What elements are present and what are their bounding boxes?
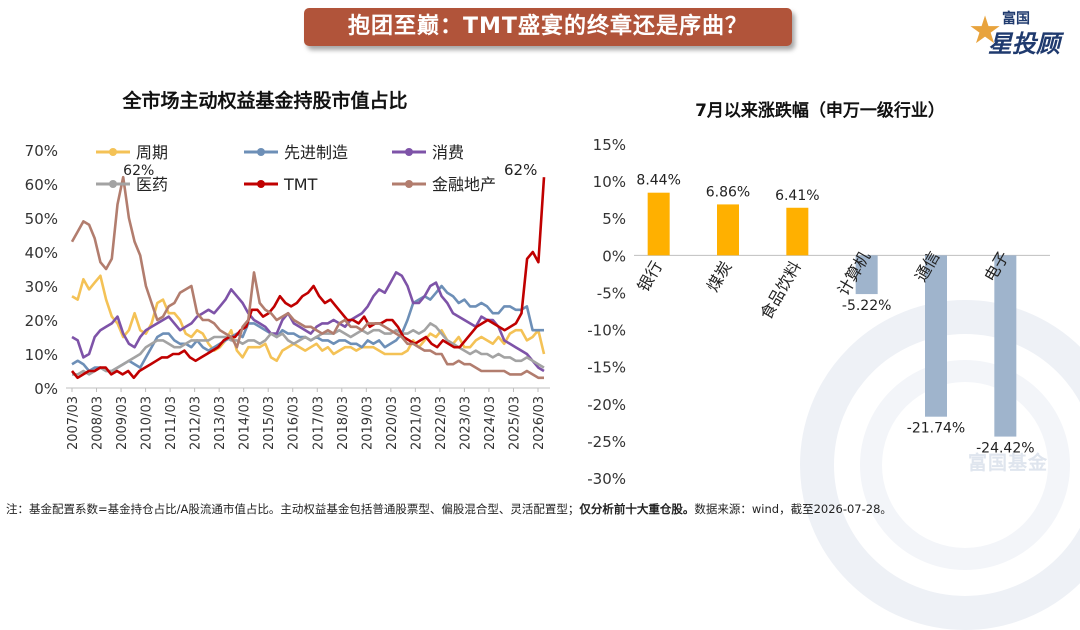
value-label: 6.41%	[775, 188, 819, 204]
legend-label: 先进制造	[284, 143, 348, 162]
x-tick-label: 2013/03	[213, 396, 228, 450]
x-tick-label: 2026/03	[532, 396, 547, 450]
legend-marker	[405, 180, 413, 188]
x-tick-label: 2008/03	[91, 396, 106, 450]
y-tick-label: 60%	[25, 176, 58, 194]
annotation-tmt-peak: 62%	[504, 161, 537, 179]
bar-煤炭	[717, 204, 739, 256]
x-tick-label: 2016/03	[287, 396, 302, 450]
y-tick-label: 20%	[25, 312, 58, 330]
y-tick-label: 0%	[602, 247, 626, 265]
x-tick-label: 2019/03	[360, 396, 375, 450]
legend-marker	[405, 148, 413, 156]
page-title: 抱团至巅：TMT盛宴的终章还是序曲？	[304, 8, 792, 46]
y-tick-label: 0%	[34, 380, 58, 398]
series-line-周期	[71, 274, 546, 363]
right-chart-title: 7月以来涨跌幅（申万一级行业）	[695, 101, 945, 121]
x-tick-label: 2020/03	[385, 396, 400, 450]
legend-marker	[109, 148, 117, 156]
value-label: -5.22%	[842, 298, 892, 314]
series-line-先进制造	[71, 284, 544, 373]
bar-食品饮料	[786, 207, 809, 256]
x-tick-label: 2023/03	[458, 396, 473, 450]
bar-通信	[925, 255, 947, 417]
y-tick-label: 5%	[602, 210, 626, 228]
bar-电子	[994, 255, 1017, 437]
legend-label: 金融地产	[432, 175, 496, 194]
logo-top-text: 富国	[1002, 11, 1030, 27]
left-chart-title: 全市场主动权益基金持股市值占比	[122, 90, 408, 112]
footnote-part2: 数据来源：wind，截至2026-07-28。	[694, 502, 892, 516]
x-tick-label: 2024/03	[483, 396, 498, 450]
y-tick-label: 70%	[25, 142, 58, 160]
footnote-bold: 仅分析前十大重仓股。	[579, 502, 695, 516]
series-line-医药	[72, 322, 545, 376]
x-tick-label: 2007/03	[66, 396, 81, 450]
annotation-fin-peak: 62%	[123, 163, 154, 179]
footnote: 注：基金配置系数=基金持仓占比/A股流通市值占比。主动权益基金包括普通股票型、偏…	[6, 501, 892, 517]
watermark-text: 富国基金	[968, 452, 1049, 474]
y-tick-label: -25%	[587, 433, 626, 451]
legend-label: 医药	[136, 175, 168, 194]
bar-chart: 15% 10% 5% 0% -5% -10% -15% -20% -25% -30% 8.44% 银行…	[587, 136, 1050, 488]
line-chart: 0% 10% 20% 30% 40% 50% 60% 70% 2007/03 2008/03 200…	[25, 142, 550, 450]
y-tick-label: -5%	[597, 284, 626, 302]
legend-label: 周期	[136, 143, 168, 162]
x-tick-label: 2015/03	[262, 396, 277, 450]
series-line-金融地产	[70, 175, 544, 380]
x-tick-label: 2011/03	[164, 396, 179, 450]
y-tick-label: -15%	[587, 359, 626, 377]
logo-main-text: 星投顾	[988, 30, 1060, 58]
legend-marker	[257, 180, 265, 188]
y-tick-label: 10%	[593, 173, 626, 191]
x-tick-label: 2012/03	[189, 396, 204, 450]
category-label: 银行	[634, 258, 666, 295]
y-tick-label: 10%	[25, 346, 58, 364]
legend-marker	[257, 148, 265, 156]
y-tick-label: 15%	[593, 136, 626, 154]
value-label: 8.44%	[636, 173, 680, 189]
bar-银行	[647, 192, 670, 256]
legend-marker	[109, 180, 117, 188]
x-tick-label: 2018/03	[336, 396, 351, 450]
y-tick-label: 30%	[25, 278, 58, 296]
x-tick-label: 2017/03	[311, 396, 326, 450]
x-tick-label: 2014/03	[238, 396, 253, 450]
x-tick-label: 2010/03	[140, 396, 155, 450]
value-label: -24.42%	[976, 441, 1034, 457]
y-tick-label: -10%	[587, 322, 626, 340]
category-label: 煤炭	[703, 258, 735, 295]
y-tick-label: 50%	[25, 210, 58, 228]
value-label: -21.74%	[907, 421, 965, 437]
bar-计算机	[855, 255, 878, 295]
brand-logo: ★ 富国 星投顾	[968, 4, 1078, 58]
x-tick-label: 2009/03	[115, 396, 130, 450]
legend-label: TMT	[283, 175, 318, 194]
value-label: 6.86%	[706, 184, 750, 200]
series-line-消费	[71, 271, 545, 373]
y-tick-label: 40%	[25, 244, 58, 262]
y-tick-label: -30%	[587, 470, 626, 488]
y-tick-label: -20%	[587, 396, 626, 414]
star-icon: ★	[968, 8, 1003, 52]
footnote-part1: 注：基金配置系数=基金持仓占比/A股流通市值占比。主动权益基金包括普通股票型、偏…	[6, 502, 580, 516]
x-tick-label: 2022/03	[434, 396, 449, 450]
series-line-TMT	[70, 177, 546, 380]
x-tick-label: 2021/03	[409, 396, 424, 450]
legend-label: 消费	[432, 143, 464, 162]
x-tick-label: 2025/03	[507, 396, 522, 450]
category-label: 食品饮料	[756, 258, 804, 323]
